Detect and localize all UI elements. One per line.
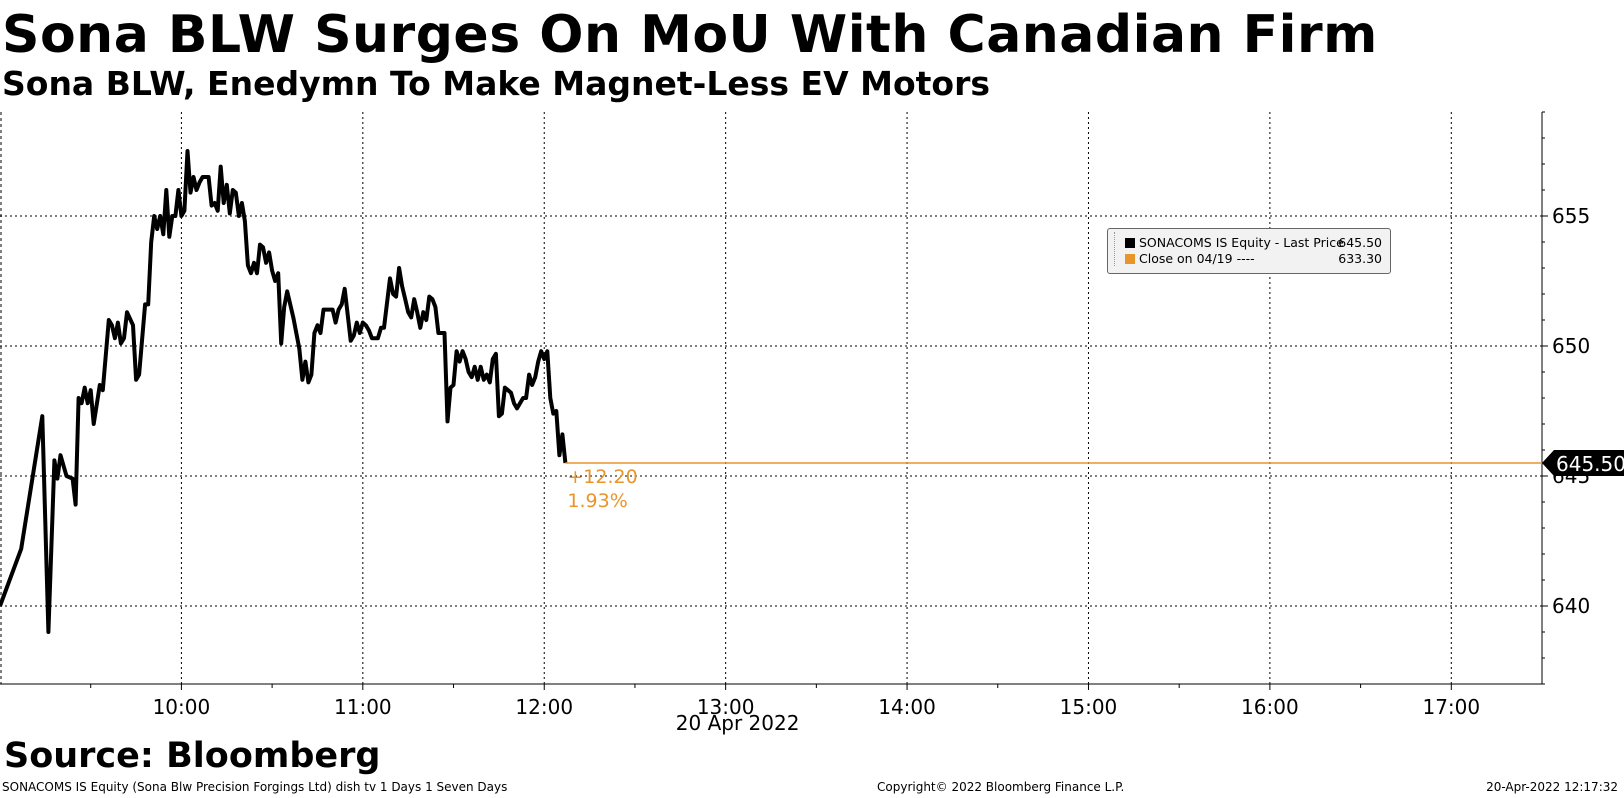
legend-value: 633.30 [1338, 251, 1382, 266]
change-pct-label: 1.93% [567, 490, 627, 512]
x-axis-label: 20 Apr 2022 [676, 711, 800, 735]
x-tick-label: 12:00 [515, 695, 573, 719]
x-tick-label: 16:00 [1241, 695, 1299, 719]
change-label: +12.20 [567, 466, 637, 488]
label-layer: 64064565065510:0011:0012:0013:0014:0015:… [153, 204, 1624, 735]
chart-subtitle: Sona BLW, Enedymn To Make Magnet-Less EV… [2, 64, 990, 103]
legend-swatch-black [1125, 238, 1135, 248]
x-tick-label: 13:00 [697, 695, 755, 719]
footer-security-info: SONACOMS IS Equity (Sona Blw Precision F… [2, 780, 508, 794]
source-label: Source: Bloomberg [4, 736, 381, 776]
series-layer [0, 149, 1542, 634]
last-price-tag-text: 645.50 [1556, 452, 1624, 476]
x-tick-label: 10:00 [153, 695, 211, 719]
footer-copyright: Copyright© 2022 Bloomberg Finance L.P. [877, 780, 1125, 794]
axis-layer [0, 111, 1548, 690]
last-price-tag-bg [1542, 450, 1624, 476]
chart-title: Sona BLW Surges On MoU With Canadian Fir… [2, 5, 1378, 65]
x-tick-label: 15:00 [1060, 695, 1118, 719]
y-tick-label: 650 [1552, 334, 1590, 358]
last-price-tag: 645.50 [1542, 450, 1624, 476]
y-tick-label: 640 [1552, 594, 1590, 618]
legend-swatch-orange [1125, 254, 1135, 264]
x-tick-label: 11:00 [334, 695, 392, 719]
y-tick-label: 655 [1552, 204, 1590, 228]
chart-legend: SONACOMS IS Equity - Last Price 645.50 C… [1107, 228, 1391, 274]
legend-tree-line [1114, 232, 1123, 266]
x-tick-label: 14:00 [878, 695, 936, 719]
legend-label: SONACOMS IS Equity - Last Price [1139, 235, 1344, 250]
legend-value: 645.50 [1338, 235, 1382, 250]
legend-item-last-price: SONACOMS IS Equity - Last Price 645.50 [1108, 235, 1390, 251]
series-line-last-price [0, 149, 568, 634]
x-tick-label: 17:00 [1422, 695, 1480, 719]
footer-timestamp: 20-Apr-2022 12:17:32 [1486, 780, 1618, 794]
legend-item-prev-close: Close on 04/19 ---- 633.30 [1108, 251, 1390, 267]
legend-label: Close on 04/19 ---- [1139, 251, 1255, 266]
